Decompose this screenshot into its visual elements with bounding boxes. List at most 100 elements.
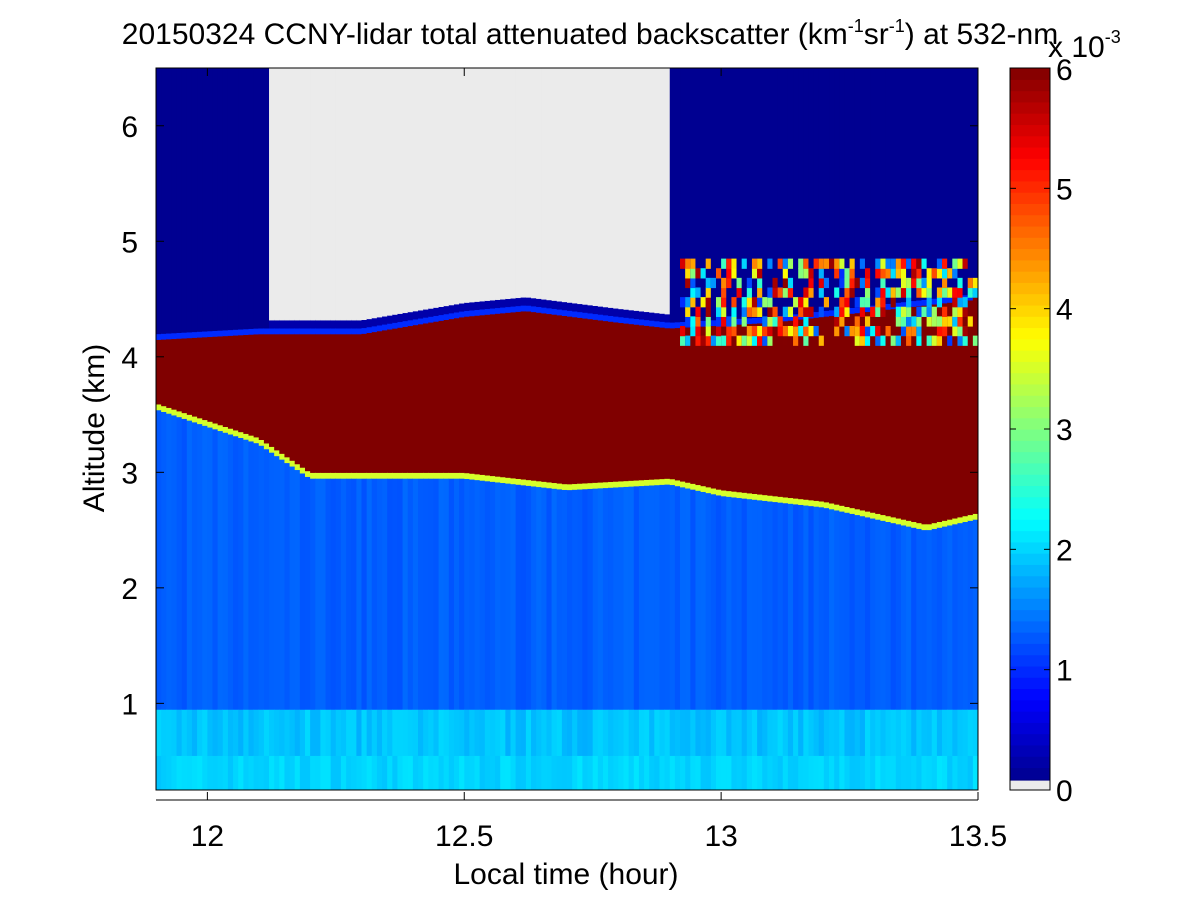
heatmap-cell bbox=[500, 306, 506, 314]
heatmap-cell bbox=[448, 312, 455, 320]
heatmap-cell bbox=[700, 709, 707, 756]
heatmap-cell bbox=[572, 302, 578, 312]
heatmap-cell bbox=[772, 277, 779, 289]
heatmap-cell bbox=[726, 277, 732, 289]
colorbar-step bbox=[1010, 643, 1050, 656]
heatmap-cell bbox=[834, 504, 840, 511]
heatmap-cell bbox=[967, 277, 974, 289]
heatmap-cell bbox=[479, 709, 486, 756]
heatmap-cell bbox=[823, 68, 830, 311]
heatmap-cell bbox=[818, 709, 825, 756]
heatmap-cell bbox=[531, 305, 537, 313]
colorbar-tick-label: 1 bbox=[1056, 655, 1073, 688]
colorbar-step bbox=[1010, 350, 1050, 362]
heatmap-cell bbox=[453, 317, 460, 473]
heatmap-cell bbox=[690, 68, 697, 322]
heatmap-cell bbox=[340, 755, 347, 790]
heatmap-cell bbox=[690, 287, 697, 298]
heatmap-cell bbox=[705, 68, 712, 321]
heatmap-cell bbox=[782, 755, 789, 790]
colorbar-step bbox=[1010, 293, 1050, 306]
heatmap-cell bbox=[803, 316, 810, 327]
heatmap-cell bbox=[690, 316, 697, 327]
heatmap-cell bbox=[854, 68, 861, 308]
heatmap-cell bbox=[274, 319, 280, 329]
heatmap-cell bbox=[387, 478, 393, 710]
heatmap-cell bbox=[844, 68, 851, 309]
colorbar-step bbox=[1010, 767, 1050, 780]
heatmap-cell bbox=[900, 325, 907, 337]
heatmap-cell bbox=[402, 68, 409, 314]
heatmap-cell bbox=[453, 303, 460, 313]
heatmap-cell bbox=[561, 489, 568, 710]
heatmap-cell bbox=[274, 449, 280, 457]
heatmap-cell bbox=[854, 709, 861, 756]
heatmap-cell bbox=[459, 478, 465, 710]
heatmap-cell bbox=[885, 287, 892, 298]
heatmap-cell bbox=[834, 287, 840, 298]
heatmap-cell bbox=[715, 306, 722, 317]
heatmap-cell bbox=[787, 503, 794, 710]
heatmap-cell bbox=[510, 311, 517, 479]
heatmap-cell bbox=[669, 478, 676, 486]
heatmap-cell bbox=[921, 68, 928, 300]
heatmap-cell bbox=[947, 68, 953, 298]
heatmap-cell bbox=[191, 68, 198, 333]
heatmap-cell bbox=[777, 287, 784, 298]
heatmap-cell bbox=[387, 315, 393, 324]
heatmap-cell bbox=[392, 709, 399, 756]
heatmap-cell bbox=[330, 333, 337, 473]
heatmap-cell bbox=[829, 508, 835, 710]
heatmap-cell bbox=[736, 324, 743, 493]
heatmap-cell bbox=[515, 311, 522, 479]
heatmap-cell bbox=[890, 268, 897, 279]
heatmap-cell bbox=[351, 472, 357, 479]
heatmap-cell bbox=[459, 472, 465, 479]
heatmap-cell bbox=[227, 428, 234, 435]
heatmap-cell bbox=[638, 479, 645, 487]
heatmap-cell bbox=[705, 325, 712, 488]
heatmap-cell bbox=[839, 268, 846, 279]
heatmap-cell bbox=[829, 755, 835, 790]
heatmap-cell bbox=[453, 709, 460, 756]
heatmap-cell bbox=[227, 709, 234, 756]
colorbar-step bbox=[1010, 485, 1050, 498]
heatmap-cell bbox=[952, 755, 959, 790]
heatmap-cell bbox=[849, 68, 856, 309]
heatmap-cell bbox=[695, 68, 702, 322]
heatmap-cell bbox=[895, 523, 902, 710]
heatmap-cell bbox=[782, 320, 789, 498]
heatmap-cell bbox=[346, 709, 352, 756]
x-axis-label: Local time (hour) bbox=[453, 858, 678, 891]
colorbar-scale-label: x 10-3 bbox=[1048, 27, 1121, 64]
colorbar-step bbox=[1010, 135, 1050, 148]
heatmap-cell bbox=[654, 478, 661, 486]
heatmap-cell bbox=[402, 755, 409, 790]
heatmap-cell bbox=[448, 755, 455, 790]
heatmap-cell bbox=[700, 335, 707, 346]
heatmap-cell bbox=[895, 517, 902, 525]
heatmap-cell bbox=[340, 472, 347, 479]
heatmap-cell bbox=[890, 68, 897, 304]
heatmap-cell bbox=[382, 472, 388, 479]
heatmap-cell bbox=[567, 302, 573, 311]
heatmap-cell bbox=[762, 297, 768, 308]
heatmap-cell bbox=[407, 472, 414, 479]
heatmap-cell bbox=[936, 335, 943, 346]
heatmap-cell bbox=[392, 472, 399, 479]
heatmap-cell bbox=[870, 709, 876, 756]
heatmap-cell bbox=[212, 755, 219, 790]
heatmap-cell bbox=[222, 426, 229, 433]
heatmap-cell bbox=[438, 314, 445, 321]
heatmap-cell bbox=[942, 325, 948, 337]
heatmap-cell bbox=[623, 709, 630, 756]
heatmap-cell bbox=[885, 515, 892, 523]
heatmap-cell bbox=[942, 755, 948, 790]
heatmap-cell bbox=[906, 306, 912, 521]
heatmap-cell bbox=[161, 333, 167, 340]
heatmap-cell bbox=[659, 478, 666, 485]
heatmap-cell bbox=[227, 433, 234, 710]
heatmap-cell bbox=[659, 321, 666, 328]
heatmap-cell bbox=[849, 709, 856, 756]
heatmap-cell bbox=[813, 258, 820, 269]
